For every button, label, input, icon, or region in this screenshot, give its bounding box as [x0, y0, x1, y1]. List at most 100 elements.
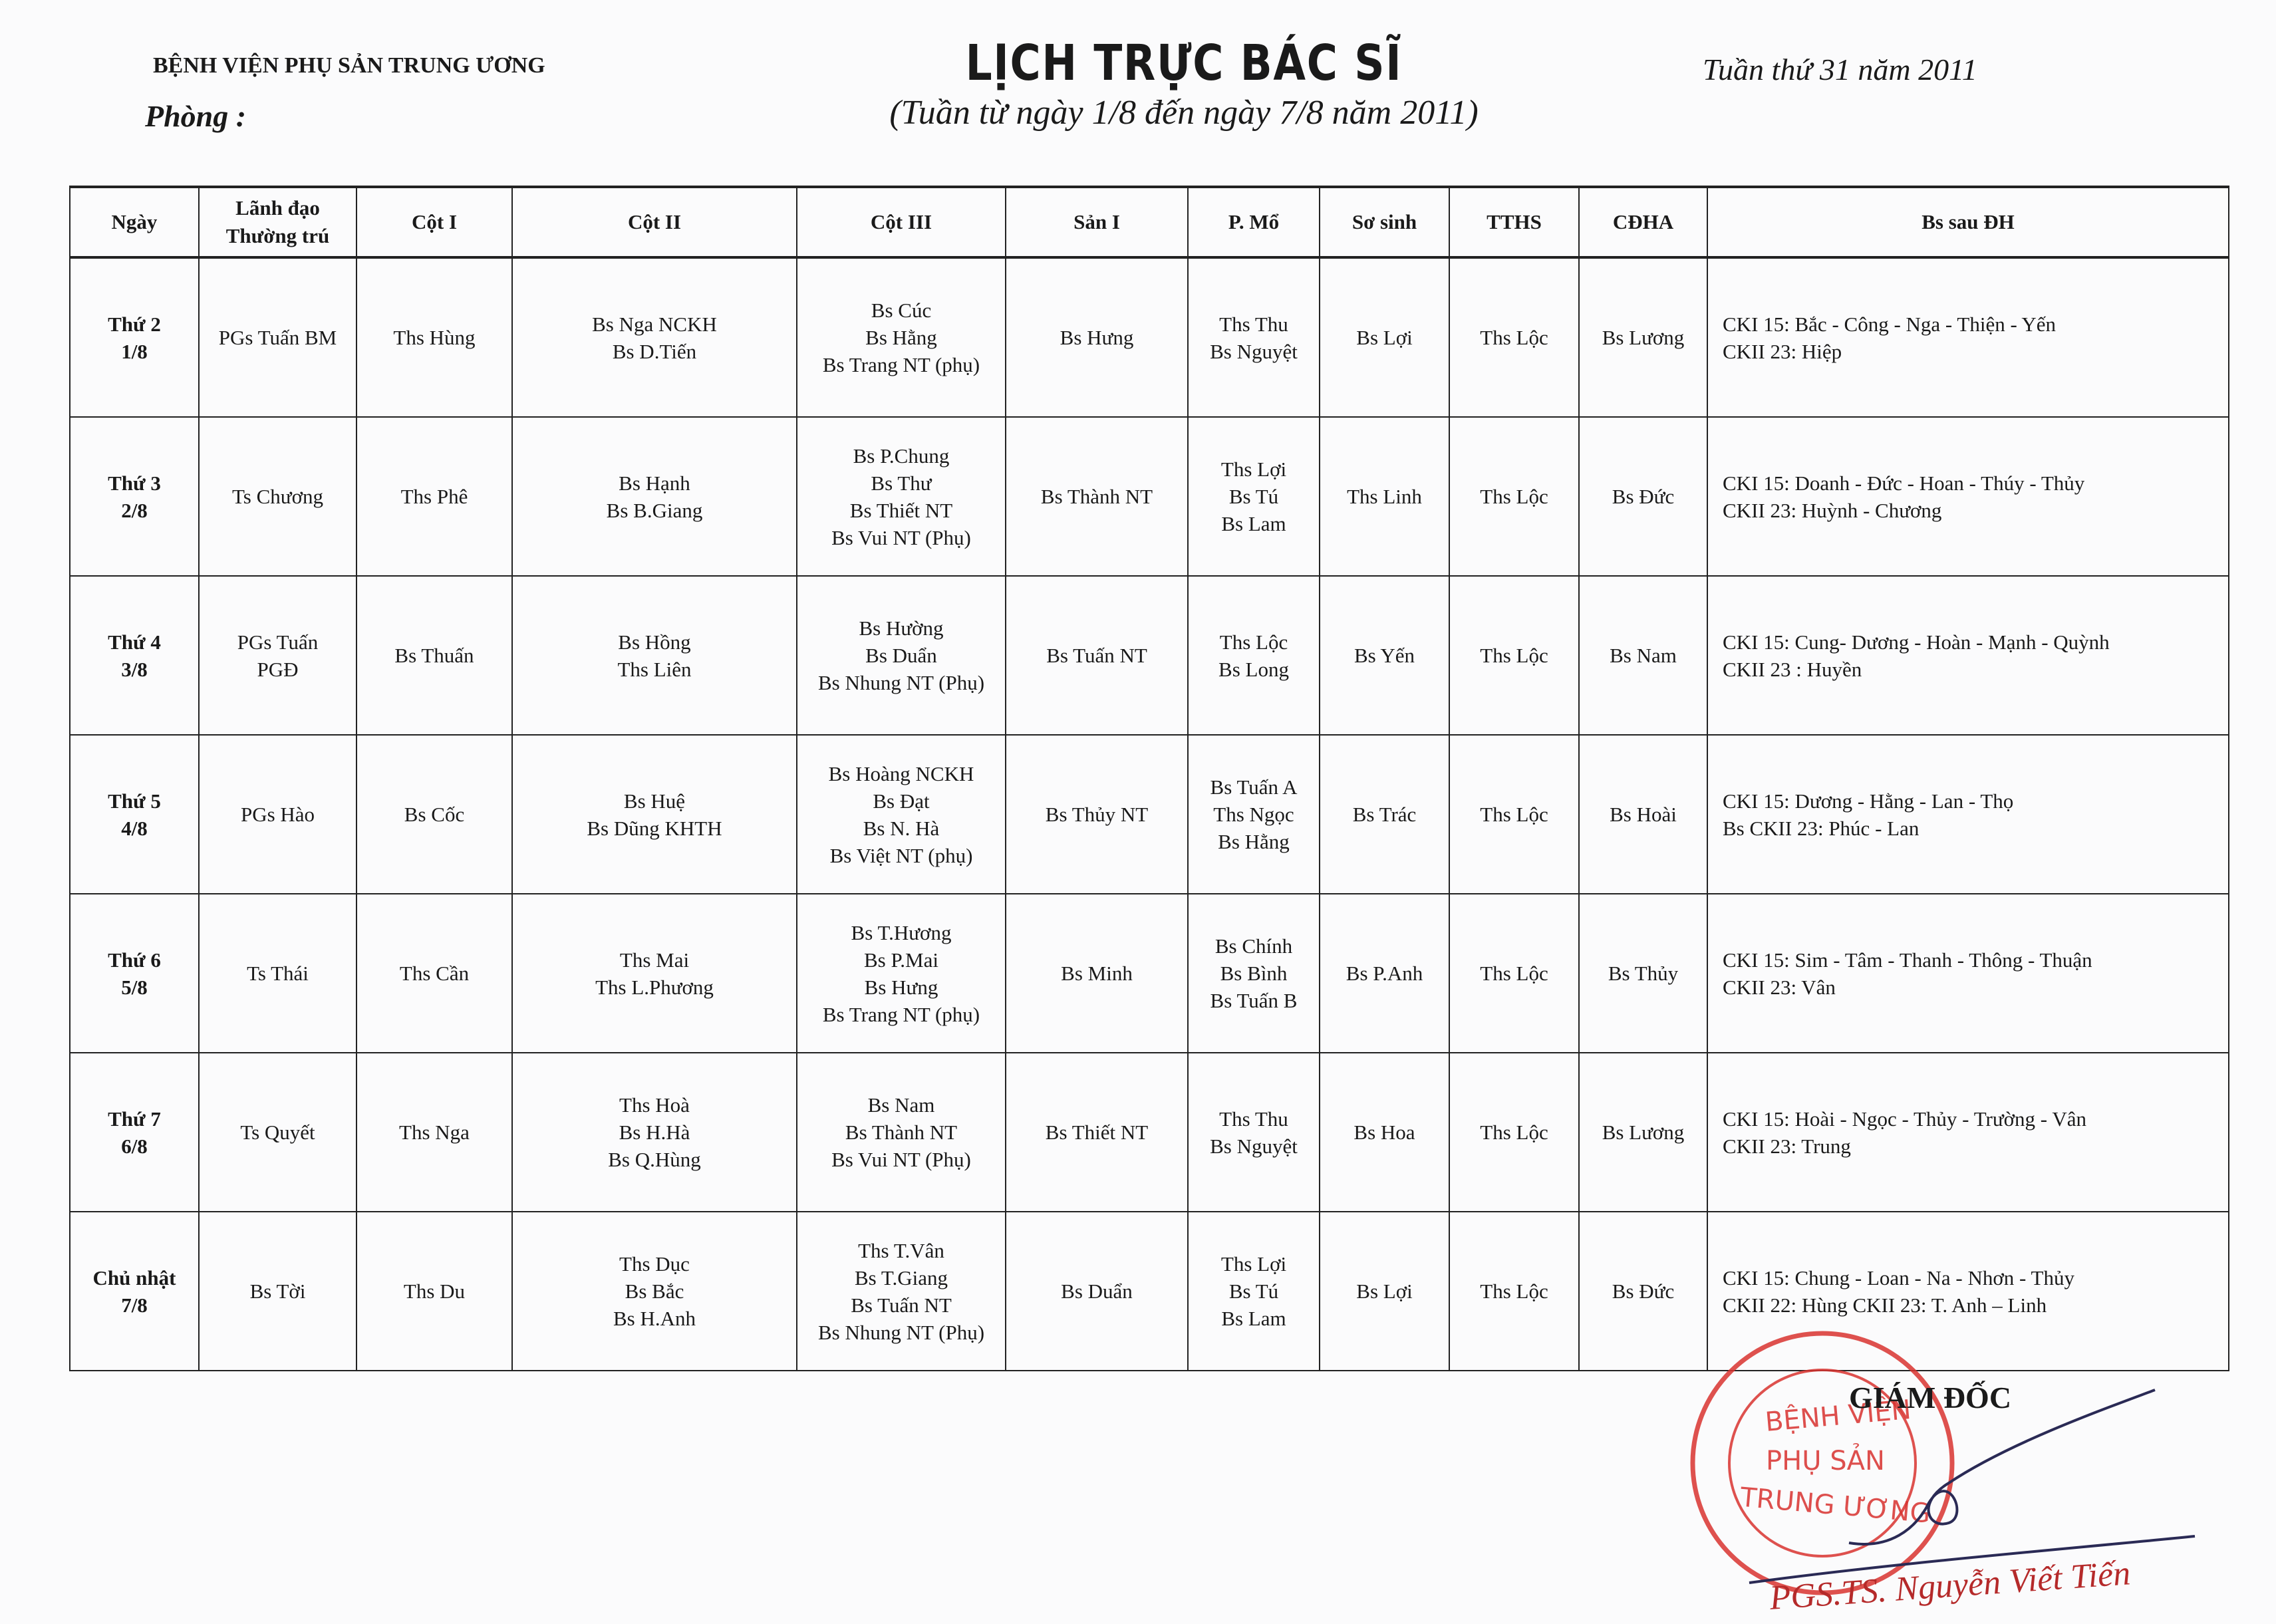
cell-line: Thứ 4	[108, 630, 161, 654]
duty-cell: Bs Hồng Ths Liên	[511, 575, 797, 736]
day-cell: Thứ 5 4/8	[69, 734, 200, 894]
duty-cell: Bs Thuấn	[356, 575, 513, 736]
cell-line: Ths Linh	[1347, 485, 1422, 508]
cell-line: Ths Du	[403, 1280, 466, 1303]
duty-cell: PGs Tuấn BM	[198, 257, 357, 418]
director-title: GIÁM ĐỐC	[1849, 1381, 2012, 1415]
cell-line: Chủ nhật	[92, 1266, 176, 1289]
duty-cell: Bs Chính Bs Bình Bs Tuấn B	[1187, 893, 1320, 1053]
day-cell: Thứ 7 6/8	[69, 1052, 200, 1212]
cell-line: 5/8	[121, 975, 148, 999]
cell-line: Bs P.Mai	[864, 948, 938, 972]
duty-cell: Bs Lợi	[1319, 1211, 1450, 1371]
duty-cell: CKI 15: Sim - Tâm - Thanh - Thông - Thuậ…	[1707, 893, 2229, 1053]
day-cell: Thứ 4 3/8	[69, 575, 200, 736]
column-header-label: Lãnh đạo	[235, 196, 320, 219]
cell-line: PGs Tuấn BM	[218, 326, 337, 349]
cell-line: Ts Chương	[232, 485, 323, 508]
duty-cell: Ths Linh	[1319, 416, 1450, 577]
column-header-label: Cột II	[627, 210, 682, 233]
column-header: Cột I	[356, 186, 513, 258]
cell-line: Ths Hùng	[393, 326, 476, 349]
week-label: Tuần thứ 31 năm 2011	[1703, 53, 1977, 86]
table-row: Thứ 2 1/8 PGs Tuấn BM Ths Hùng Bs Nga NCKH Bs…	[69, 257, 2229, 418]
duty-cell: Ths Lộc	[1449, 893, 1580, 1053]
cell-line: Bs Lương	[1602, 326, 1685, 349]
duty-cell: Ths Lộc	[1449, 1211, 1580, 1371]
cell-line: Bs H.Hà	[619, 1121, 690, 1144]
duty-cell: Ths Thu Bs Nguyệt	[1187, 257, 1320, 418]
page-title: LỊCH TRỰC BÁC SĨ	[965, 35, 1403, 92]
cell-line: Ths Lộc	[1480, 485, 1548, 508]
cell-line: Bs T.Giang	[854, 1266, 948, 1289]
column-header-label: Thường trú	[225, 224, 330, 247]
duty-cell: Bs Tuấn NT	[1005, 575, 1189, 736]
cell-line: CKI 15: Bắc - Công - Nga - Thiện - Yến	[1723, 312, 2057, 336]
cell-line: Bs Nhung NT (Phụ)	[817, 1320, 985, 1344]
duty-cell: Ths Lộc	[1449, 575, 1580, 736]
cell-line: 3/8	[121, 657, 148, 681]
cell-line: Bs Trác	[1352, 803, 1417, 826]
duty-cell: Ths Dục Bs Bắc Bs H.Anh	[511, 1211, 797, 1371]
column-header-label: Sản I	[1073, 210, 1120, 233]
cell-line: CKI 15: Sim - Tâm - Thanh - Thông - Thuậ…	[1723, 948, 2092, 972]
cell-line: Bs D.Tiến	[612, 339, 697, 363]
cell-line: Ths Lộc	[1480, 326, 1548, 349]
hospital-name: BỆNH VIỆN PHỤ SẢN TRUNG ƯƠNG	[153, 53, 545, 78]
column-header-label: Cột III	[870, 210, 932, 233]
duty-cell: Bs Tuấn A Ths Ngọc Bs Hằng	[1187, 734, 1320, 894]
duty-cell: CKI 15: Cung- Dương - Hoàn - Mạnh - Quỳn…	[1707, 575, 2229, 736]
cell-line: CKII 22: Hùng CKII 23: T. Anh – Linh	[1723, 1293, 2047, 1317]
cell-line: Ths Lộc	[1219, 630, 1288, 654]
cell-line: Bs Bắc	[625, 1280, 684, 1303]
cell-line: Bs Thủy NT	[1045, 803, 1149, 826]
cell-line: PGs Hào	[240, 803, 315, 826]
cell-line: PGĐ	[257, 657, 299, 681]
duty-cell: CKI 15: Dương - Hằng - Lan - Thọ Bs CKII …	[1707, 734, 2229, 894]
duty-cell: Bs T.Hương Bs P.Mai Bs Hưng Bs Trang NT (ph…	[796, 893, 1006, 1053]
cell-line: Bs Hường	[859, 616, 944, 640]
page-subtitle: (Tuần từ ngày 1/8 đến ngày 7/8 năm 2011)	[889, 94, 1479, 132]
cell-line: Bs Minh	[1061, 962, 1133, 985]
duty-cell: Ts Chương	[198, 416, 357, 577]
svg-text:PHỤ SẢN: PHỤ SẢN	[1766, 1442, 1885, 1476]
cell-line: Bs Duẩn	[1061, 1280, 1133, 1303]
duty-cell: PGs Hào	[198, 734, 357, 894]
cell-line: Bs Vui NT (Phụ)	[831, 525, 971, 549]
duty-cell: Bs Lương	[1578, 257, 1708, 418]
cell-line: CKII 23: Trung	[1723, 1134, 1851, 1158]
column-header-label: P. Mổ	[1228, 210, 1280, 233]
duty-cell: Ts Quyết	[198, 1052, 357, 1212]
cell-line: Ths Cần	[399, 962, 470, 985]
hospital-stamp: BỆNH VIỆN PHỤ SẢN TRUNG ƯƠNG	[1690, 1331, 1955, 1595]
cell-line: Ths L.Phương	[595, 975, 714, 999]
cell-line: 1/8	[121, 339, 148, 363]
cell-line: 6/8	[121, 1134, 148, 1158]
column-header: CĐHA	[1578, 186, 1708, 258]
table-row: Chủ nhật 7/8 Bs Tời Ths Du Ths Dục Bs Bắc Bs H…	[69, 1211, 2229, 1371]
duty-cell: Ths Lộc	[1449, 1052, 1580, 1212]
cell-line: CKI 15: Chung - Loan - Na - Nhơn - Thủy	[1723, 1266, 2074, 1289]
duty-cell: CKI 15: Bắc - Công - Nga - Thiện - Yến CK…	[1707, 257, 2229, 418]
cell-line: Bs P.Chung	[853, 444, 950, 468]
cell-line: Bs Trang NT (phụ)	[822, 353, 980, 376]
table-row: Thứ 6 5/8 Ts Thái Ths Cần Ths Mai Ths L.Phươn…	[69, 893, 2229, 1053]
duty-cell: CKI 15: Doanh - Đức - Hoan - Thúy - Thủy…	[1707, 416, 2229, 577]
cell-line: Ths Lộc	[1480, 1280, 1548, 1303]
cell-line: 2/8	[121, 498, 148, 522]
duty-cell: Ths Lộc	[1449, 416, 1580, 577]
table-row: Thứ 5 4/8 PGs Hào Bs Cốc Bs Huệ Bs Dũng KHTH B…	[69, 734, 2229, 894]
duty-cell: PGs Tuấn PGĐ	[198, 575, 357, 736]
duty-cell: Ths Lộc	[1449, 257, 1580, 418]
cell-line: Bs Trang NT (phụ)	[822, 1002, 980, 1026]
cell-line: Ths Lộc	[1480, 962, 1548, 985]
cell-line: Ths Lộc	[1480, 803, 1548, 826]
header-row: Ngày Lãnh đạo Thường trú Cột I Cột II Cột III…	[69, 186, 2229, 258]
day-cell: Thứ 3 2/8	[69, 416, 200, 577]
duty-cell: Bs Hoàng NCKH Bs Đạt Bs N. Hà Bs Việt NT (p…	[796, 734, 1006, 894]
cell-line: Bs Long	[1218, 657, 1289, 681]
cell-line: Ths Nga	[399, 1121, 470, 1144]
cell-line: Bs Lam	[1221, 512, 1286, 535]
cell-line: Bs Yến	[1354, 644, 1415, 667]
cell-line: Bs Hoài	[1610, 803, 1677, 826]
